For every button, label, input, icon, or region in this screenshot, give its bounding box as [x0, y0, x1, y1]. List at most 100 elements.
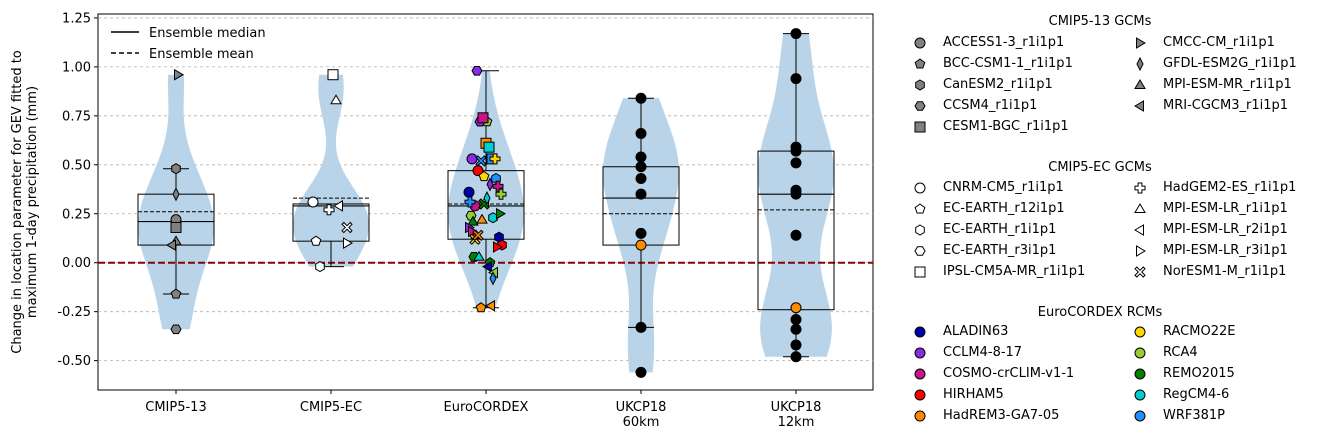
legend-marker-icon	[1134, 100, 1144, 112]
x-tick-label: UKCP18	[771, 400, 822, 415]
legend-marker	[914, 37, 926, 49]
legend-marker	[914, 347, 926, 359]
point-cordex	[477, 112, 489, 124]
legend-marker-icon	[1134, 224, 1144, 236]
point-ukcp18	[635, 227, 647, 239]
point-cordex	[475, 155, 487, 167]
legend-marker-icon	[914, 121, 926, 133]
point-ukcp18	[635, 321, 647, 333]
point-cordex	[473, 250, 485, 261]
legend-marker	[914, 58, 926, 69]
legend-marker	[1134, 347, 1146, 359]
point-cmip13	[170, 221, 182, 233]
legend-marker-icon	[914, 389, 926, 401]
violin-1	[293, 74, 369, 267]
legend-marker-icon	[914, 326, 926, 338]
legend-marker-icon	[914, 58, 926, 69]
legend-label: GFDL-ESM2G_r1i1p1	[1163, 56, 1297, 71]
legend-marker	[914, 266, 926, 278]
legend-marker	[1134, 389, 1146, 401]
legend-marker	[914, 246, 926, 256]
legend-label: IPSL-CM5A-MR_r1i1p1	[943, 264, 1086, 279]
x-tick-label: UKCP18	[616, 400, 667, 415]
point-cmip13	[170, 288, 182, 299]
point-cordex	[485, 299, 495, 312]
point-ukcp18	[635, 151, 647, 163]
legend-marker-icon	[1136, 37, 1146, 49]
y-tick-label: 0.50	[62, 158, 91, 173]
legend-marker	[914, 389, 926, 401]
legend-marker	[914, 121, 926, 133]
point-cmip13	[172, 187, 180, 202]
point-cordex	[478, 170, 490, 182]
legend-label: REMO2015	[1163, 366, 1235, 381]
point-ukcp18	[635, 161, 647, 173]
y-tick-label: 0.25	[62, 207, 91, 222]
point-cmipec	[307, 196, 319, 208]
box-1	[292, 203, 370, 242]
point-cordex	[495, 188, 507, 200]
mean-legend-label: Ensemble mean	[149, 47, 254, 62]
legend-label: MPI-ESM-LR_r2i1p1	[1163, 222, 1288, 237]
legend-label: CCSM4_r1i1p1	[943, 98, 1038, 113]
legend-marker	[914, 326, 926, 338]
legend-label: CNRM-CM5_r1i1p1	[943, 180, 1064, 195]
legend-marker	[915, 224, 925, 236]
point-ukcp18	[790, 157, 802, 169]
point-cordex	[483, 190, 491, 206]
y-axis-label-line: Change in location parameter for GEV fit…	[10, 50, 25, 354]
point-cmip13	[171, 163, 181, 175]
legend-marker	[1134, 182, 1146, 194]
legend-label: RCA4	[1163, 345, 1198, 360]
legend-marker	[1136, 56, 1144, 72]
model-legend: CMIP5-13 GCMs ACCESS1-3_r1i1p1 BCC-CSM1-1…	[880, 0, 1321, 440]
y-axis-label: Change in location parameter for GEV fit…	[10, 50, 40, 354]
legend-marker-icon	[1136, 245, 1146, 257]
point-ukcp18	[790, 28, 802, 40]
point-cordex	[482, 260, 492, 273]
legend-marker	[915, 79, 925, 91]
y-tick-label: -0.25	[57, 305, 91, 320]
point-cordex	[464, 196, 476, 208]
point-cmipec	[330, 94, 342, 105]
cmipec-legend-title: CMIP5-EC GCMs	[1048, 160, 1152, 175]
y-tick-label: 0.75	[62, 109, 91, 124]
point-cordex	[463, 186, 475, 198]
legend-label: CESM1-BGC_r1i1p1	[943, 119, 1069, 134]
point-ukcp18	[790, 145, 802, 157]
legend-marker-icon	[1134, 326, 1146, 338]
median-legend-label: Ensemble median	[149, 26, 266, 41]
legend-label: NorESM1-M_r1i1p1	[1163, 264, 1287, 279]
point-ukcp18	[635, 239, 647, 251]
legend-label: MRI-CGCM3_r1i1p1	[1163, 98, 1289, 113]
x-tick-label: CMIP5-EC	[300, 400, 362, 415]
legend-label: EC-EARTH_r3i1p1	[943, 243, 1057, 258]
legend-marker	[1136, 37, 1146, 49]
legend-marker	[1134, 203, 1146, 213]
data-points	[166, 28, 802, 378]
legend-label: CMCC-CM_r1i1p1	[1163, 35, 1275, 50]
legend-marker-icon	[1134, 266, 1146, 278]
legend-label: BCC-CSM1-1_r1i1p1	[943, 56, 1073, 71]
legend-marker-icon	[914, 410, 926, 422]
legend-label: RegCM4-6	[1163, 387, 1230, 402]
legend-label: HIRHAM5	[943, 387, 1004, 402]
legend-marker-icon	[1134, 410, 1146, 422]
legend-marker	[914, 203, 926, 214]
point-cordex	[476, 213, 488, 224]
legend-label: COSMO-crCLIM-v1-1	[943, 366, 1075, 381]
legend-marker	[1134, 100, 1144, 112]
point-cordex	[483, 141, 495, 153]
point-ukcp18	[790, 73, 802, 85]
legend-marker	[1134, 326, 1146, 338]
point-ukcp18	[635, 188, 647, 200]
legend-label: ALADIN63	[943, 324, 1009, 339]
legend-marker	[914, 410, 926, 422]
point-cmipec	[333, 200, 343, 212]
point-cordex	[486, 177, 494, 192]
y-tick-label: -0.50	[57, 354, 91, 369]
point-ukcp18	[790, 229, 802, 241]
point-cordex	[471, 66, 483, 76]
legend-label: EC-EARTH_r12i1p1	[943, 201, 1065, 216]
point-ukcp18	[635, 366, 647, 378]
